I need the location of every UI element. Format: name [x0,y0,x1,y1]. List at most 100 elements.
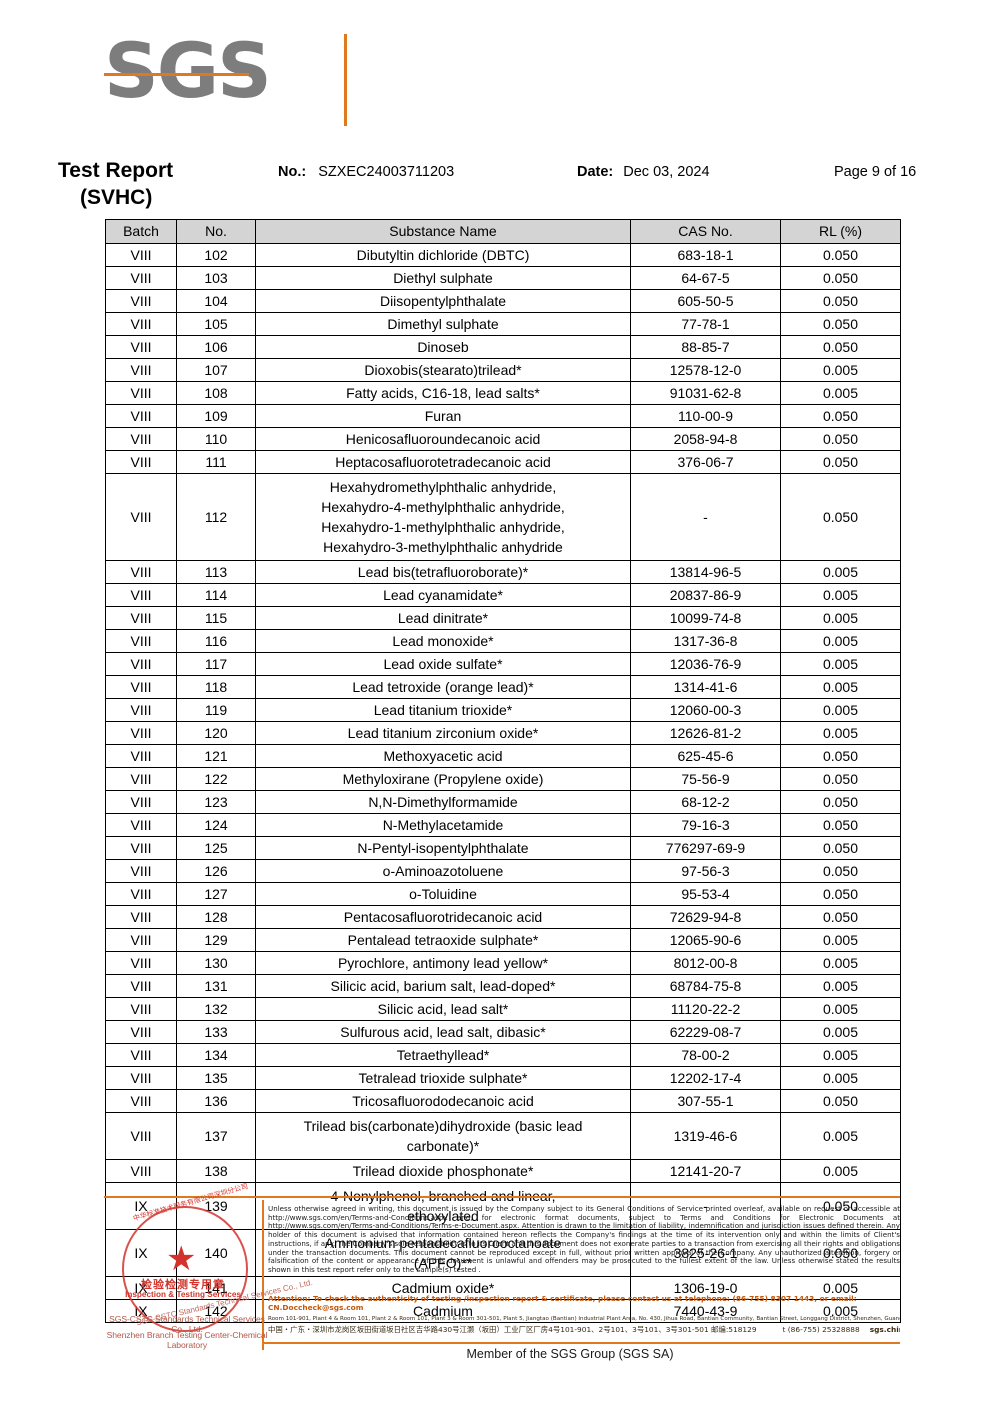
table-row: VIII 111 Heptacosafluorotetradecanoic acid… [105,450,901,474]
table-row: VIII 112 Hexahydromethylphthalic anhydride… [105,473,901,561]
table-row: VIII 127 o-Toluidine 95-53-4 0.050 [105,882,901,906]
cell-no: 114 [176,583,256,607]
footer-top-rule [104,1196,900,1198]
cell-substance-name: Lead tetroxide (orange lead)* [255,675,631,699]
cell-batch: VIII [105,1089,177,1113]
cell-cas-no: 1314-41-6 [630,675,781,699]
footer-disclaimer: Unless otherwise agreed in writing, this… [268,1204,900,1274]
seal-circle [122,1206,248,1332]
column-header-cas-no: CAS No. [630,219,781,244]
cell-rl: 0.050 [780,335,901,359]
cell-substance-name: Heptacosafluorotetradecanoic acid [255,450,631,474]
cell-substance-name: Silicic acid, lead salt* [255,997,631,1021]
cell-substance-name: Diethyl sulphate [255,266,631,290]
cell-cas-no: 683-18-1 [630,243,781,267]
table-row: VIII 130 Pyrochlore, antimony lead yellow*… [105,951,901,975]
column-header-rl: RL (%) [780,219,901,244]
cell-no: 112 [176,473,256,561]
cell-batch: VIII [105,790,177,814]
table-row: VIII 119 Lead titanium trioxide* 12060-00-3… [105,698,901,722]
cell-batch: VIII [105,675,177,699]
cell-cas-no: 12578-12-0 [630,358,781,382]
table-row: VIII 138 Trilead dioxide phosphonate* 12141… [105,1159,901,1183]
cell-rl: 0.050 [780,312,901,336]
cell-substance-name: o-Toluidine [255,882,631,906]
cell-rl: 0.005 [780,698,901,722]
cell-no: 123 [176,790,256,814]
page-title-line1: Test Report [58,159,174,182]
table-row: VIII 120 Lead titanium zirconium oxide* 126… [105,721,901,745]
cell-cas-no: 12141-20-7 [630,1159,781,1183]
table-row: VIII 103 Diethyl sulphate 64-67-5 0.050 [105,266,901,290]
cell-rl: 0.050 [780,813,901,837]
seal-en-title: Inspection & Testing Services [125,1290,241,1299]
cell-no: 107 [176,358,256,382]
cell-batch: VIII [105,427,177,451]
cell-rl: 0.005 [780,606,901,630]
cell-rl: 0.005 [780,1159,901,1183]
cell-no: 122 [176,767,256,791]
svhc-table-container: Batch No. Substance Name CAS No. RL (%) … [105,219,901,1323]
cell-substance-name: N-Methylacetamide [255,813,631,837]
cell-no: 117 [176,652,256,676]
cell-substance-name: N-Pentyl-isopentylphthalate [255,836,631,860]
footer-bottom-tick [262,1336,264,1350]
table-row: VIII 113 Lead bis(tetrafluoroborate)* 13814… [105,560,901,584]
cell-batch: VIII [105,473,177,561]
cell-rl: 0.050 [780,1182,901,1230]
cell-cas-no: 79-16-3 [630,813,781,837]
footer-attention-notice: Attention: To check the authenticity of … [268,1294,857,1313]
seal-company-line2: Shenzhen Branch Testing Center-Chemical … [106,1330,268,1350]
cell-cas-no: 625-45-6 [630,744,781,768]
table-row: VIII 132 Silicic acid, lead salt* 11120-22-… [105,997,901,1021]
cell-substance-name: Diisopentylphthalate [255,289,631,313]
cell-batch: VIII [105,882,177,906]
cell-no: 103 [176,266,256,290]
footer-address-cn-text: 中国・广东・深圳市龙岗区坂田街道坂日社区吉华路430号江灏（坂田）工业厂区厂房4… [268,1325,757,1334]
cell-rl: 0.005 [780,1043,901,1067]
footer-member-note: Member of the SGS Group (SGS SA) [0,1347,1000,1361]
seal-cn-title: 检验检测专用章 [141,1279,225,1291]
footer-address-en-text: Room 101-901, Plant 4 & Room 101, Plant … [268,1316,900,1322]
cell-batch: VIII [105,997,177,1021]
cell-batch: VIII [105,404,177,428]
sgs-logo: SGS [104,32,354,126]
cell-cas-no: 91031-62-8 [630,381,781,405]
table-row: VIII 107 Dioxobis(stearato)trilead* 12578-1… [105,358,901,382]
cell-substance-name: Lead dinitrate* [255,606,631,630]
cell-no: 133 [176,1020,256,1044]
table-row: VIII 136 Tricosafluorododecanoic acid 307-5… [105,1089,901,1113]
cell-no: 109 [176,404,256,428]
cell-no: 126 [176,859,256,883]
cell-no: 136 [176,1089,256,1113]
cell-batch: VIII [105,698,177,722]
cell-cas-no: 12036-76-9 [630,652,781,676]
cell-no: 130 [176,951,256,975]
cell-substance-name: Pyrochlore, antimony lead yellow* [255,951,631,975]
cell-rl: 0.005 [780,951,901,975]
table-row: VIII 102 Dibutyltin dichloride (DBTC) 683-1… [105,243,901,267]
cell-substance-name: o-Aminoazotoluene [255,859,631,883]
seal-company-line1: SGS-CSTC Standards Technical Services Co… [109,1314,265,1334]
cell-rl: 0.005 [780,358,901,382]
cell-cas-no: 75-56-9 [630,767,781,791]
cell-batch: VIII [105,335,177,359]
logo-vertical-rule [344,34,347,126]
cell-substance-name: Lead oxide sulfate* [255,652,631,676]
cell-cas-no: 7440-43-9 [630,1299,781,1323]
cell-substance-name: Fatty acids, C16-18, lead salts* [255,381,631,405]
cell-cas-no: 12060-00-3 [630,698,781,722]
table-row: VIII 131 Silicic acid, barium salt, lead-d… [105,974,901,998]
cell-no: 134 [176,1043,256,1067]
cell-cas-no: 12065-90-6 [630,928,781,952]
footer-email: sgs.china@sgs.com [869,1325,900,1334]
cell-substance-name: Henicosafluoroundecanoic acid [255,427,631,451]
cell-batch: VIII [105,381,177,405]
table-row: VIII 109 Furan 110-00-9 0.050 [105,404,901,428]
column-header-substance-name: Substance Name [255,219,631,244]
cell-substance-name: Sulfurous acid, lead salt, dibasic* [255,1020,631,1044]
cell-cas-no: 20837-86-9 [630,583,781,607]
footer-member-text: Member of the SGS Group (SGS SA) [466,1347,674,1361]
cell-rl: 0.005 [780,721,901,745]
